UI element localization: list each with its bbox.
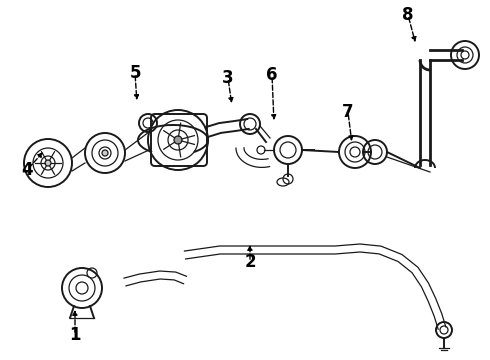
Text: 3: 3	[222, 69, 234, 87]
Text: 8: 8	[402, 6, 414, 24]
Text: 1: 1	[69, 326, 81, 344]
Circle shape	[102, 150, 108, 156]
Text: 2: 2	[244, 253, 256, 271]
Text: 5: 5	[129, 64, 141, 82]
Text: 4: 4	[21, 161, 33, 179]
Circle shape	[174, 136, 182, 144]
Text: 7: 7	[342, 103, 354, 121]
Circle shape	[45, 160, 51, 166]
Text: 6: 6	[266, 66, 278, 84]
